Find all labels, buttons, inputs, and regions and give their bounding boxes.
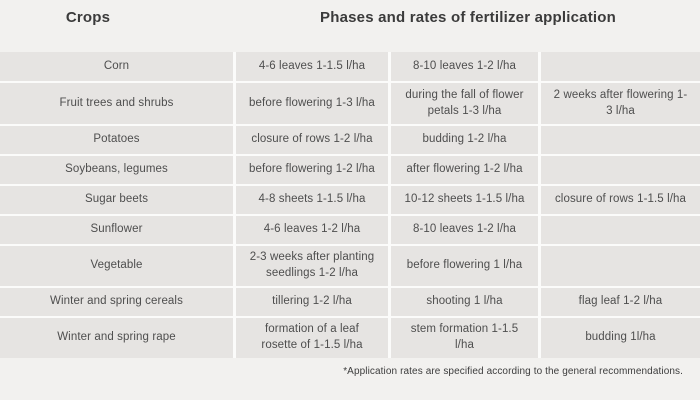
phase3-cell: flag leaf 1-2 l/ha bbox=[541, 288, 700, 316]
crop-cell: Corn bbox=[0, 52, 233, 81]
phase1-cell: closure of rows 1-2 l/ha bbox=[236, 126, 388, 154]
phase3-cell bbox=[541, 52, 700, 81]
phase3-cell: 2 weeks after flowering 1-3 l/ha bbox=[541, 83, 700, 124]
phase2-cell: 10-12 sheets 1-1.5 l/ha bbox=[391, 186, 538, 214]
phase3-cell: budding 1l/ha bbox=[541, 318, 700, 358]
phase2-cell: budding 1-2 l/ha bbox=[391, 126, 538, 154]
phase1-cell: 4-6 leaves 1-1.5 l/ha bbox=[236, 52, 388, 81]
phase1-cell: tillering 1-2 l/ha bbox=[236, 288, 388, 316]
phase2-cell: during the fall of flower petals 1-3 l/h… bbox=[391, 83, 538, 124]
phase2-cell: after flowering 1-2 l/ha bbox=[391, 156, 538, 184]
phase2-cell: stem formation 1-1.5 l/ha bbox=[391, 318, 538, 358]
phase1-cell: 4-8 sheets 1-1.5 l/ha bbox=[236, 186, 388, 214]
phase3-cell: closure of rows 1-1.5 l/ha bbox=[541, 186, 700, 214]
phase1-cell: before flowering 1-3 l/ha bbox=[236, 83, 388, 124]
fertilizer-table: Corn 4-6 leaves 1-1.5 l/ha 8-10 leaves 1-2… bbox=[0, 52, 700, 358]
phase2-cell: 8-10 leaves 1-2 l/ha bbox=[391, 52, 538, 81]
crop-cell: Sugar beets bbox=[0, 186, 233, 214]
phase1-cell: 4-6 leaves 1-2 l/ha bbox=[236, 216, 388, 244]
phase2-cell: 8-10 leaves 1-2 l/ha bbox=[391, 216, 538, 244]
crop-cell: Vegetable bbox=[0, 246, 233, 286]
phase3-cell bbox=[541, 216, 700, 244]
crops-column-header: Crops bbox=[65, 9, 111, 26]
phase3-cell bbox=[541, 156, 700, 184]
crop-cell: Winter and spring rape bbox=[0, 318, 233, 358]
application-rates-footnote: *Application rates are specified accordi… bbox=[343, 366, 683, 377]
phase2-cell: before flowering 1 l/ha bbox=[391, 246, 538, 286]
phase1-cell: before flowering 1-2 l/ha bbox=[236, 156, 388, 184]
phases-column-header: Phases and rates of fertilizer applicati… bbox=[320, 9, 616, 26]
crop-cell: Fruit trees and shrubs bbox=[0, 83, 233, 124]
crop-cell: Soybeans, legumes bbox=[0, 156, 233, 184]
phase2-cell: shooting 1 l/ha bbox=[391, 288, 538, 316]
crop-cell: Potatoes bbox=[0, 126, 233, 154]
crop-cell: Winter and spring cereals bbox=[0, 288, 233, 316]
phase3-cell bbox=[541, 126, 700, 154]
phase3-cell bbox=[541, 246, 700, 286]
phase1-cell: formation of a leaf rosette of 1-1.5 l/h… bbox=[236, 318, 388, 358]
phase1-cell: 2-3 weeks after planting seedlings 1-2 l… bbox=[236, 246, 388, 286]
crop-cell: Sunflower bbox=[0, 216, 233, 244]
